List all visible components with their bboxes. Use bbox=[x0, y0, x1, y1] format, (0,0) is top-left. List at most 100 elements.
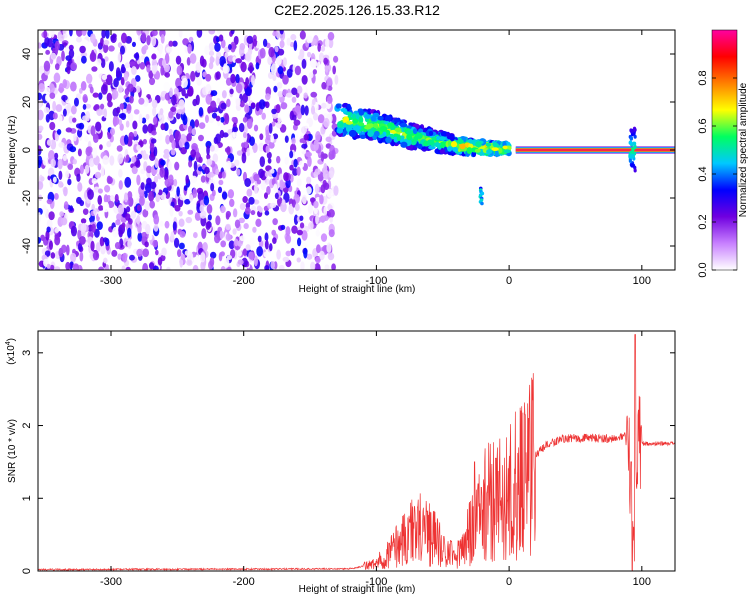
spectrogram-cell bbox=[106, 140, 112, 148]
spectrogram-cell bbox=[367, 130, 374, 137]
spectrogram-cell bbox=[140, 182, 145, 190]
spectrogram-cell bbox=[135, 52, 140, 61]
colorbar-tick-label: 0.8 bbox=[697, 70, 709, 85]
spectrogram-cell bbox=[67, 163, 74, 170]
spectrogram-cell bbox=[305, 123, 310, 129]
spectrogram-cell bbox=[265, 145, 270, 154]
colorbar-tick-label: 0.2 bbox=[697, 214, 709, 229]
spectrogram-cell bbox=[153, 175, 159, 183]
spectrogram-cell bbox=[314, 30, 321, 37]
spectrogram-cell bbox=[178, 210, 183, 217]
spectrogram-cell bbox=[127, 83, 134, 92]
spectrogram-cell bbox=[293, 40, 298, 52]
spectrogram-cell bbox=[108, 45, 115, 52]
spectrogram-cell bbox=[251, 74, 256, 86]
spectrogram-cell bbox=[289, 164, 294, 171]
spectrogram-cell bbox=[205, 73, 212, 82]
colorbar: 0.0 0.2 0.4 0.6 0.8 Normalized spectral ampl… bbox=[697, 29, 749, 278]
spectrogram-cell bbox=[177, 249, 182, 258]
spectrogram-cell bbox=[220, 102, 227, 110]
spectrogram-cell bbox=[226, 160, 232, 169]
x-tick-label: 100 bbox=[633, 576, 651, 588]
spectrogram-cell bbox=[148, 233, 153, 241]
spectrogram-cell bbox=[377, 115, 384, 121]
spectrogram-cell bbox=[142, 124, 149, 134]
spectrogram-cell bbox=[187, 209, 194, 215]
spectrogram-cell bbox=[54, 63, 60, 71]
x-tick-label: -100 bbox=[365, 275, 387, 287]
spectrogram-cell bbox=[248, 251, 256, 260]
spectrogram-cell bbox=[181, 77, 188, 88]
spectrogram-cell bbox=[44, 86, 51, 94]
spectrogram-cell bbox=[103, 257, 108, 264]
spectrogram-cell bbox=[99, 144, 103, 150]
spectrogram-cell bbox=[256, 246, 263, 257]
spectrogram-cell bbox=[331, 263, 336, 270]
spectrogram-cell bbox=[225, 223, 231, 231]
spectrogram-cell bbox=[357, 122, 365, 127]
spectrogram-cell bbox=[315, 131, 321, 142]
spectrogram-cell bbox=[46, 226, 51, 233]
spectrogram-cell bbox=[358, 116, 364, 124]
spectrogram-cell bbox=[102, 43, 109, 54]
spectrogram-cell bbox=[276, 155, 281, 164]
spectrogram-cell bbox=[172, 62, 177, 73]
spectrogram-cell bbox=[188, 36, 194, 43]
spectrogram-cell bbox=[277, 117, 282, 123]
spectrogram-cell bbox=[142, 209, 149, 218]
spectrogram-cell bbox=[466, 147, 473, 155]
spectrogram-cell bbox=[208, 62, 214, 70]
spectrogram-cell bbox=[210, 90, 218, 97]
spectrogram-cell bbox=[159, 166, 166, 178]
spectrogram-cell bbox=[220, 240, 227, 248]
spectrogram-cell bbox=[152, 239, 159, 248]
spectrogram-cell bbox=[60, 244, 67, 254]
spectrogram-cell bbox=[248, 196, 255, 205]
spectrogram-cell bbox=[55, 104, 63, 112]
spectrogram-cell bbox=[281, 199, 286, 205]
spectrogram-cell bbox=[52, 112, 58, 120]
snr-x-axis-label: Height of straight line (km) bbox=[299, 584, 416, 595]
spectrogram-cell bbox=[116, 145, 123, 152]
spectrogram-cell bbox=[82, 94, 88, 103]
spectrogram-cell bbox=[91, 66, 98, 72]
spectrogram-cell bbox=[270, 63, 278, 75]
spectrogram-cell bbox=[274, 45, 279, 53]
spectrogram-cell bbox=[61, 50, 65, 62]
x-tick-label: 0 bbox=[506, 576, 512, 588]
spectrogram-cell bbox=[88, 232, 94, 238]
spectrogram-cell bbox=[335, 103, 341, 109]
spectrogram-marks bbox=[38, 30, 675, 270]
spectrogram-cell bbox=[267, 157, 272, 164]
spectrogram-cell bbox=[282, 74, 289, 85]
spectrogram-cell bbox=[225, 233, 231, 242]
spectrogram-cell bbox=[155, 249, 159, 256]
spectrogram-cell bbox=[293, 214, 299, 226]
spectrogram-cell bbox=[95, 242, 101, 253]
spectrogram-cell bbox=[178, 218, 185, 228]
spectrogram-cell bbox=[246, 188, 253, 197]
spectrogram-cell bbox=[324, 37, 330, 48]
spectrogram-cell bbox=[101, 84, 108, 95]
spectrogram-cell bbox=[54, 40, 60, 52]
spectrogram-cell bbox=[262, 38, 268, 48]
spectrogram-cell bbox=[93, 207, 97, 216]
spectrogram-cell bbox=[49, 92, 56, 100]
spectrogram-cell bbox=[72, 264, 80, 270]
spectrogram-cell bbox=[68, 44, 74, 51]
spectrogram-cell bbox=[62, 108, 67, 117]
spectrogram-cell bbox=[220, 251, 225, 257]
spectrogram-cell bbox=[220, 205, 226, 214]
spectrogram-cell bbox=[343, 122, 348, 128]
spectrogram-cell bbox=[108, 61, 114, 72]
spectrogram-cell bbox=[630, 163, 635, 168]
spectrogram-cell bbox=[45, 49, 51, 55]
spectrogram-cell bbox=[269, 202, 277, 209]
spectrogram-cell bbox=[296, 166, 301, 176]
spectrogram-cell bbox=[39, 65, 44, 75]
spectrogram-cell bbox=[214, 42, 221, 52]
spectrogram-cell bbox=[327, 252, 335, 261]
spectrogram-cell bbox=[191, 143, 198, 151]
spectrogram-cell bbox=[224, 113, 230, 125]
